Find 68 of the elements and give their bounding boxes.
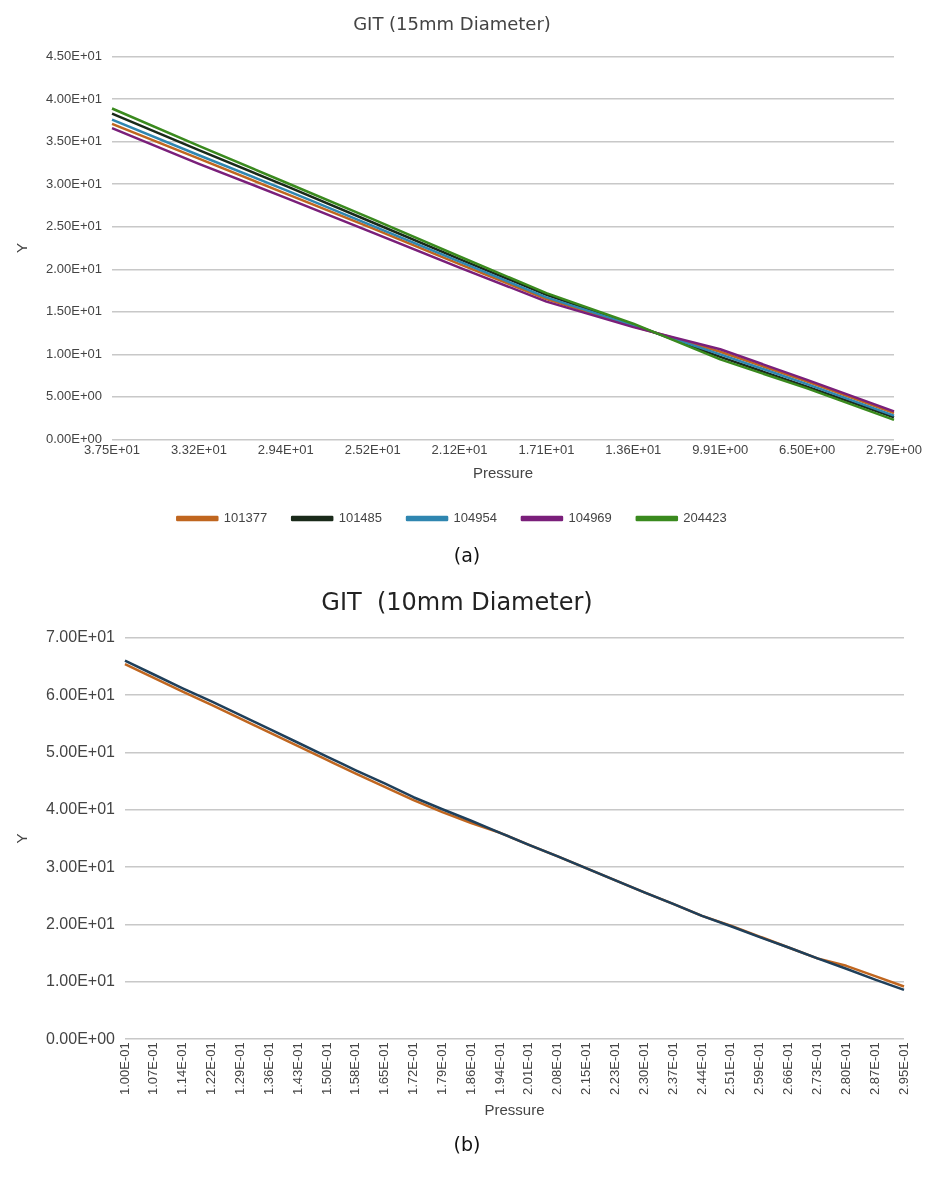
x-tick-label: 2.30E-01 — [635, 1042, 651, 1095]
legend-label: 104969 — [568, 510, 612, 526]
y-axis-title: Y — [13, 242, 31, 254]
y-tick-label: 5.00E+00 — [45, 388, 103, 404]
y-tick-label: 0.00E+00 — [46, 1029, 116, 1047]
x-tick-label: 2.73E-01 — [809, 1042, 825, 1095]
x-tick-label: 1.50E-01 — [318, 1042, 334, 1095]
x-axis-title: Pressure — [484, 1101, 545, 1119]
y-tick-label: 3.00E+01 — [45, 175, 103, 191]
x-tick-label: 2.15E-01 — [578, 1042, 594, 1095]
x-tick-label: 1.36E+01 — [605, 441, 662, 457]
y-tick-label: 1.50E+01 — [45, 303, 103, 319]
x-tick-label: 1.58E-01 — [347, 1042, 363, 1095]
x-tick-label: 1.71E+01 — [518, 441, 575, 457]
y-tick-label: 1.00E+01 — [45, 345, 103, 361]
y-axis-title: Y — [13, 833, 31, 844]
y-tick-label: 4.00E+01 — [45, 90, 103, 106]
x-tick-label: 2.51E-01 — [722, 1042, 738, 1095]
x-tick-label: 2.59E-01 — [751, 1042, 767, 1095]
x-tick-label: 6.50E+00 — [779, 441, 836, 457]
legend-label: 104954 — [453, 510, 497, 526]
x-tick-label: 2.01E-01 — [520, 1042, 536, 1095]
x-tick-label: 2.37E-01 — [664, 1042, 680, 1095]
x-tick-label: 1.94E-01 — [491, 1042, 507, 1095]
x-tick-label: 1.36E-01 — [260, 1042, 276, 1095]
x-tick-label: 1.65E-01 — [376, 1042, 392, 1095]
x-tick-label: 1.86E-01 — [462, 1042, 478, 1095]
x-tick-label: 2.87E-01 — [866, 1042, 882, 1095]
x-tick-label: 1.29E-01 — [231, 1042, 247, 1095]
chart-title: GIT (10mm Diameter) — [321, 587, 593, 616]
x-tick-label: 2.44E-01 — [693, 1042, 709, 1095]
legend-label: 204423 — [683, 510, 727, 526]
y-tick-label: 0.00E+00 — [45, 430, 103, 446]
x-tick-label: 1.22E-01 — [203, 1042, 219, 1095]
text: (a) — [452, 543, 482, 568]
y-tick-label: 3.50E+01 — [45, 133, 103, 149]
y-tick-label: 4.00E+01 — [46, 800, 116, 818]
y-tick-label: 3.00E+01 — [46, 857, 116, 875]
x-tick-label: 1.43E-01 — [289, 1042, 305, 1095]
y-tick-label: 1.00E+01 — [46, 972, 116, 990]
y-tick-label: 2.50E+01 — [45, 218, 103, 234]
x-tick-label: 9.91E+00 — [692, 441, 749, 457]
x-tick-label: 3.32E+01 — [170, 441, 227, 457]
x-tick-label: 2.08E-01 — [549, 1042, 565, 1095]
x-tick-label: 1.07E-01 — [145, 1042, 161, 1095]
x-tick-label: 1.79E-01 — [433, 1042, 449, 1095]
y-tick-label: 2.00E+01 — [46, 914, 116, 932]
x-tick-label: 1.00E-01 — [116, 1042, 132, 1095]
x-axis-title: Pressure — [473, 464, 534, 482]
x-tick-label: 2.95E-01 — [895, 1042, 911, 1095]
x-tick-label: 2.80E-01 — [837, 1042, 853, 1095]
x-tick-label: 1.14E-01 — [174, 1042, 190, 1095]
text: (b) — [452, 1132, 482, 1157]
x-tick-label: 2.66E-01 — [780, 1042, 796, 1095]
chart-title: GIT (15mm Diameter) — [353, 13, 551, 35]
y-tick-label: 7.00E+01 — [46, 628, 116, 646]
x-tick-label: 2.79E+00 — [865, 441, 923, 457]
x-tick-label: 2.94E+01 — [257, 441, 314, 457]
y-tick-label: 4.50E+01 — [45, 48, 103, 64]
legend-label: 101485 — [338, 510, 383, 526]
x-tick-label: 2.52E+01 — [344, 441, 401, 457]
y-tick-label: 2.00E+01 — [45, 260, 103, 276]
x-tick-label: 2.23E-01 — [607, 1042, 623, 1095]
x-tick-label: 1.72E-01 — [405, 1042, 421, 1095]
y-tick-label: 6.00E+01 — [46, 685, 116, 703]
y-tick-label: 5.00E+01 — [46, 742, 116, 760]
legend-label: 101377 — [223, 510, 268, 526]
x-tick-label: 2.12E+01 — [431, 441, 488, 457]
